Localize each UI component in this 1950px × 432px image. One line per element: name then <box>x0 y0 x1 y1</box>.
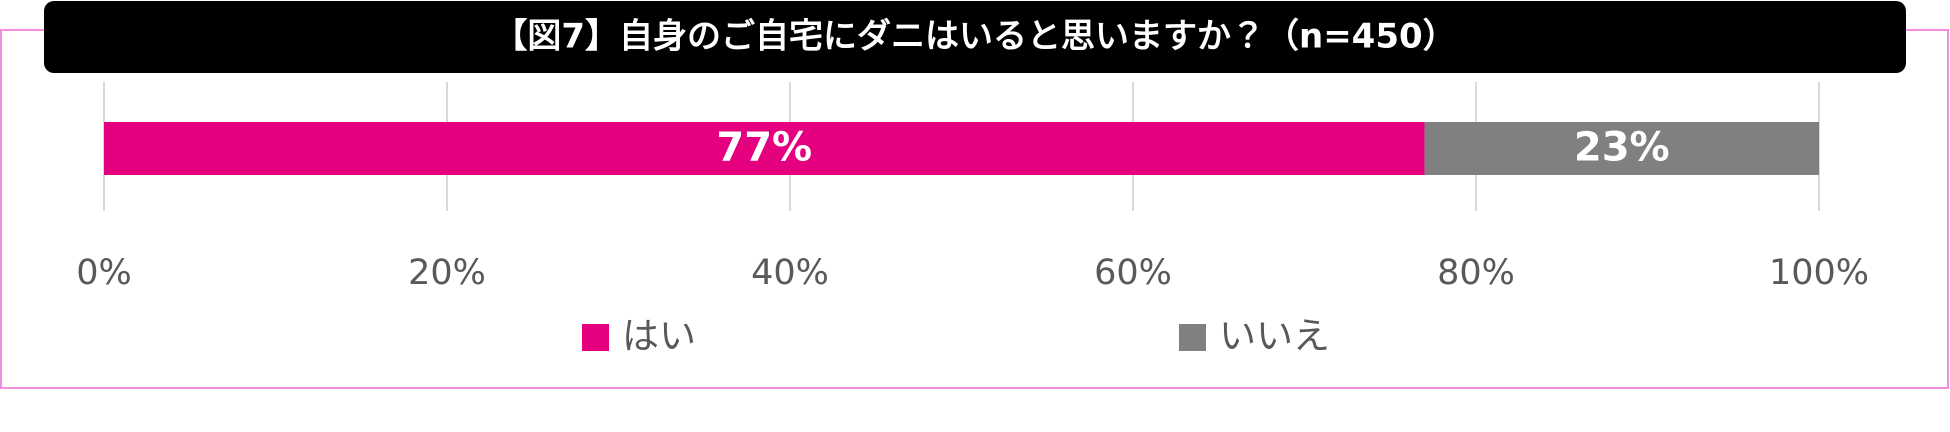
value-label: 77% <box>716 125 812 171</box>
x-tick-label: 60% <box>1094 253 1172 293</box>
legend-swatch <box>582 324 609 351</box>
title-bar <box>44 1 1906 73</box>
chart-frame <box>0 29 1949 389</box>
legend-label: いいえ <box>1219 315 1330 358</box>
legend-label: はい <box>622 315 696 358</box>
x-tick-label: 80% <box>1437 253 1515 293</box>
x-tick-label: 20% <box>408 253 486 293</box>
legend-swatch <box>1179 324 1206 351</box>
x-tick-label: 40% <box>751 253 829 293</box>
value-label: 23% <box>1574 125 1670 171</box>
bar-segment <box>104 122 1425 175</box>
x-tick-label: 100% <box>1769 253 1869 293</box>
bar-segment <box>1424 122 1819 175</box>
chart-title: 【図7】自身のご自宅にダニはいると思いますか？（n=450） <box>493 17 1456 57</box>
x-tick-label: 0% <box>76 253 132 293</box>
